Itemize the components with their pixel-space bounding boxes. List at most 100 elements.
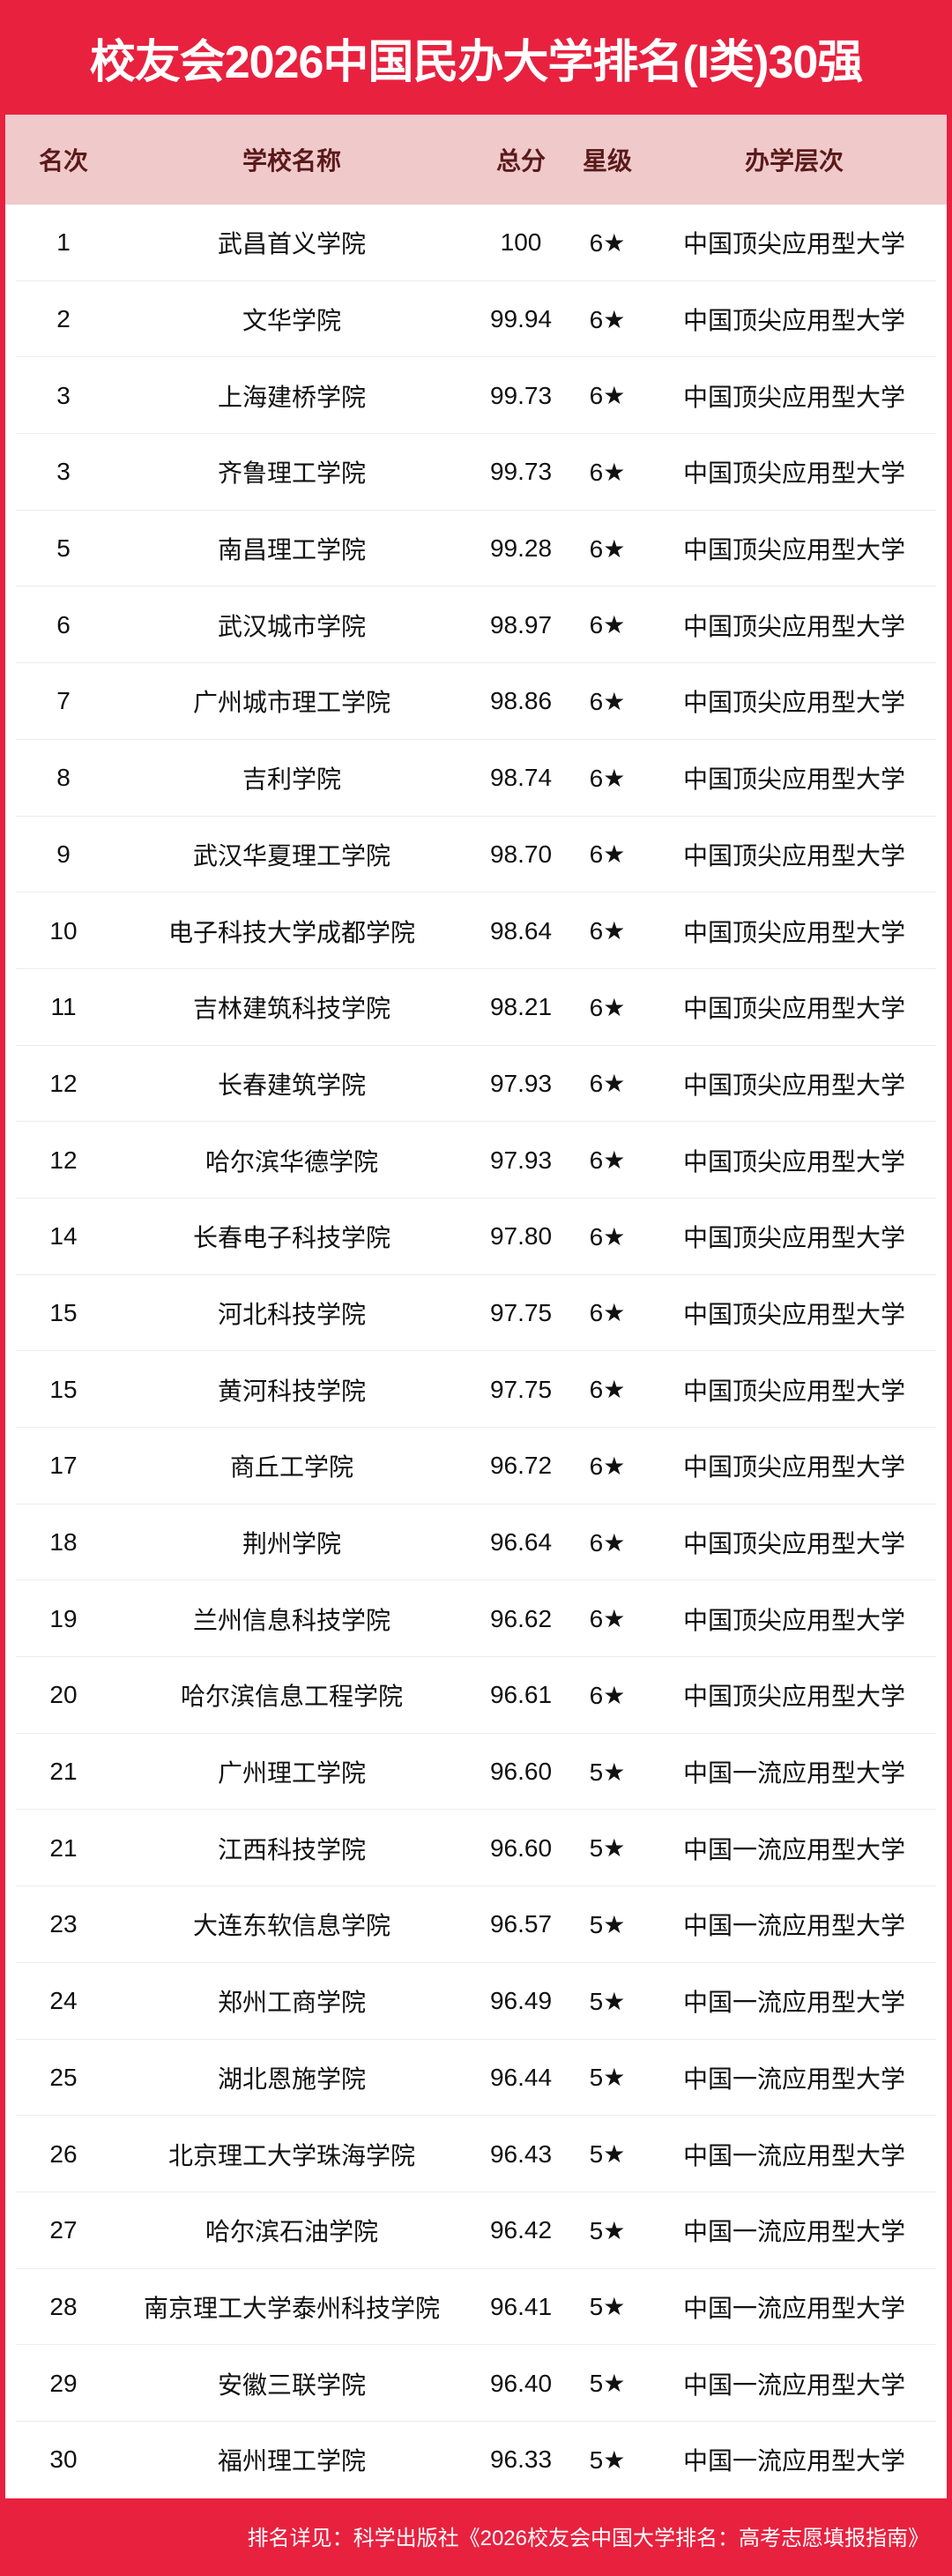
cell-score: 99.94: [489, 305, 553, 333]
cell-score: 96.43: [489, 2139, 553, 2168]
cell-rank: 3: [56, 458, 71, 486]
cell-school-name: 武汉城市学院: [217, 612, 366, 640]
cell-star-rating: 5★: [589, 2216, 626, 2244]
table-row: 17 商丘工学院 96.72 6★ 中国顶尖应用型大学: [5, 1428, 947, 1505]
cell-school-name: 商丘工学院: [229, 1453, 353, 1482]
cell-score: 96.60: [489, 1758, 553, 1786]
table-row: 23 大连东软信息学院 96.57 5★ 中国一流应用型大学: [5, 1886, 947, 1963]
cell-score: 96.33: [489, 2445, 553, 2474]
cell-level: 中国顶尖应用型大学: [682, 536, 905, 564]
cell-score: 97.75: [489, 1298, 553, 1326]
cell-score: 98.97: [489, 610, 553, 638]
cell-school-name: 河北科技学院: [217, 1300, 366, 1328]
cell-rank: 24: [49, 1987, 78, 2015]
cell-star-rating: 5★: [589, 2370, 626, 2398]
cell-level: 中国一流应用型大学: [682, 2447, 905, 2475]
cell-star-rating: 5★: [589, 2064, 626, 2092]
cell-rank: 21: [49, 1833, 78, 1862]
cell-star-rating: 6★: [589, 687, 626, 715]
cell-rank: 6: [56, 610, 71, 638]
cell-school-name: 长春电子科技学院: [192, 1224, 390, 1252]
cell-school-name: 安徽三联学院: [217, 2371, 366, 2399]
cell-rank: 20: [49, 1681, 78, 1709]
cell-score: 96.42: [489, 2216, 553, 2244]
cell-score: 99.28: [489, 534, 553, 563]
cell-rank: 2: [56, 305, 71, 333]
table-row: 21 广州理工学院 96.60 5★ 中国一流应用型大学: [5, 1734, 947, 1811]
cell-school-name: 福州理工学院: [217, 2447, 366, 2475]
cell-school-name: 电子科技大学成都学院: [167, 918, 415, 946]
cell-level: 中国一流应用型大学: [682, 2141, 905, 2169]
cell-level: 中国一流应用型大学: [682, 1912, 905, 1940]
cell-school-name: 江西科技学院: [217, 1835, 366, 1863]
table-row: 21 江西科技学院 96.60 5★ 中国一流应用型大学: [5, 1810, 947, 1886]
cell-level: 中国一流应用型大学: [682, 1835, 905, 1863]
cell-score: 96.62: [489, 1604, 553, 1632]
cell-school-name: 吉利学院: [242, 765, 341, 794]
cell-school-name: 南昌理工学院: [217, 536, 366, 564]
cell-rank: 5: [56, 534, 71, 563]
cell-score: 99.73: [489, 381, 553, 409]
cell-school-name: 齐鲁理工学院: [217, 459, 366, 488]
cell-rank: 7: [56, 687, 71, 715]
cell-level: 中国顶尖应用型大学: [682, 307, 905, 335]
cell-star-rating: 5★: [589, 2140, 626, 2169]
cell-rank: 14: [49, 1222, 78, 1251]
cell-level: 中国顶尖应用型大学: [682, 1606, 905, 1634]
cell-rank: 3: [56, 381, 71, 409]
cell-level: 中国顶尖应用型大学: [682, 1147, 905, 1176]
cell-score: 98.86: [489, 687, 553, 715]
cell-level: 中国一流应用型大学: [682, 1759, 905, 1788]
cell-star-rating: 6★: [589, 1528, 626, 1557]
cell-level: 中国顶尖应用型大学: [682, 1300, 905, 1328]
cell-school-name: 吉林建筑科技学院: [192, 995, 390, 1023]
cell-school-name: 文华学院: [242, 307, 341, 335]
table-row: 30 福州理工学院 96.33 5★ 中国一流应用型大学: [5, 2422, 947, 2498]
cell-star-rating: 6★: [589, 840, 626, 869]
ranking-table: 名次 学校名称 总分 星级 办学层次 1 武昌首义学院 100 6★ 中国顶尖应用型大学…: [5, 115, 947, 2498]
cell-school-name: 武昌首义学院: [217, 230, 366, 258]
cell-level: 中国一流应用型大学: [682, 2371, 905, 2399]
cell-level: 中国顶尖应用型大学: [682, 1453, 905, 1482]
cell-score: 96.49: [489, 1987, 553, 2015]
table-row: 11 吉林建筑科技学院 98.21 6★ 中国顶尖应用型大学: [5, 969, 947, 1046]
cell-level: 中国顶尖应用型大学: [682, 230, 905, 258]
table-header: 名次 学校名称 总分 星级 办学层次: [5, 115, 947, 205]
cell-score: 97.93: [489, 1069, 553, 1097]
cell-star-rating: 6★: [589, 1452, 626, 1480]
cell-rank: 15: [49, 1298, 78, 1326]
cell-level: 中国顶尖应用型大学: [682, 995, 905, 1023]
table-row: 8 吉利学院 98.74 6★ 中国顶尖应用型大学: [5, 740, 947, 817]
cell-star-rating: 6★: [589, 228, 626, 257]
table-row: 24 郑州工商学院 96.49 5★ 中国一流应用型大学: [5, 1963, 947, 2040]
cell-level: 中国一流应用型大学: [682, 2065, 905, 2093]
cell-school-name: 武汉华夏理工学院: [192, 841, 390, 870]
cell-level: 中国顶尖应用型大学: [682, 1683, 905, 1711]
table-row: 26 北京理工大学珠海学院 96.43 5★ 中国一流应用型大学: [5, 2116, 947, 2192]
table-row: 29 安徽三联学院 96.40 5★ 中国一流应用型大学: [5, 2345, 947, 2422]
cell-star-rating: 6★: [589, 764, 626, 792]
cell-level: 中国顶尖应用型大学: [682, 612, 905, 640]
table-row: 28 南京理工大学泰州科技学院 96.41 5★ 中国一流应用型大学: [5, 2269, 947, 2346]
table-row: 15 黄河科技学院 97.75 6★ 中国顶尖应用型大学: [5, 1351, 947, 1428]
header-level: 办学层次: [744, 147, 844, 175]
cell-level: 中国顶尖应用型大学: [682, 1377, 905, 1405]
source-note: 排名详见：科学出版社《2026校友会中国大学排名：高考志愿填报指南》: [247, 2527, 929, 2550]
table-row: 3 齐鲁理工学院 99.73 6★ 中国顶尖应用型大学: [5, 434, 947, 511]
cell-score: 97.75: [489, 1375, 553, 1403]
cell-level: 中国顶尖应用型大学: [682, 689, 905, 717]
table-row: 18 荆州学院 96.64 6★ 中国顶尖应用型大学: [5, 1505, 947, 1581]
cell-star-rating: 6★: [589, 993, 626, 1021]
cell-score: 97.80: [489, 1222, 553, 1251]
cell-level: 中国一流应用型大学: [682, 2218, 905, 2246]
cell-star-rating: 6★: [589, 1605, 626, 1633]
cell-rank: 18: [49, 1528, 78, 1557]
page-title: 校友会2026中国民办大学排名(I类)30强: [89, 36, 864, 88]
cell-score: 98.21: [489, 993, 553, 1021]
cell-star-rating: 6★: [589, 1070, 626, 1098]
cell-score: 96.44: [489, 2063, 553, 2091]
cell-star-rating: 6★: [589, 534, 626, 563]
table-row: 25 湖北恩施学院 96.44 5★ 中国一流应用型大学: [5, 2040, 947, 2117]
cell-star-rating: 6★: [589, 382, 626, 410]
table-row: 19 兰州信息科技学院 96.62 6★ 中国顶尖应用型大学: [5, 1580, 947, 1657]
